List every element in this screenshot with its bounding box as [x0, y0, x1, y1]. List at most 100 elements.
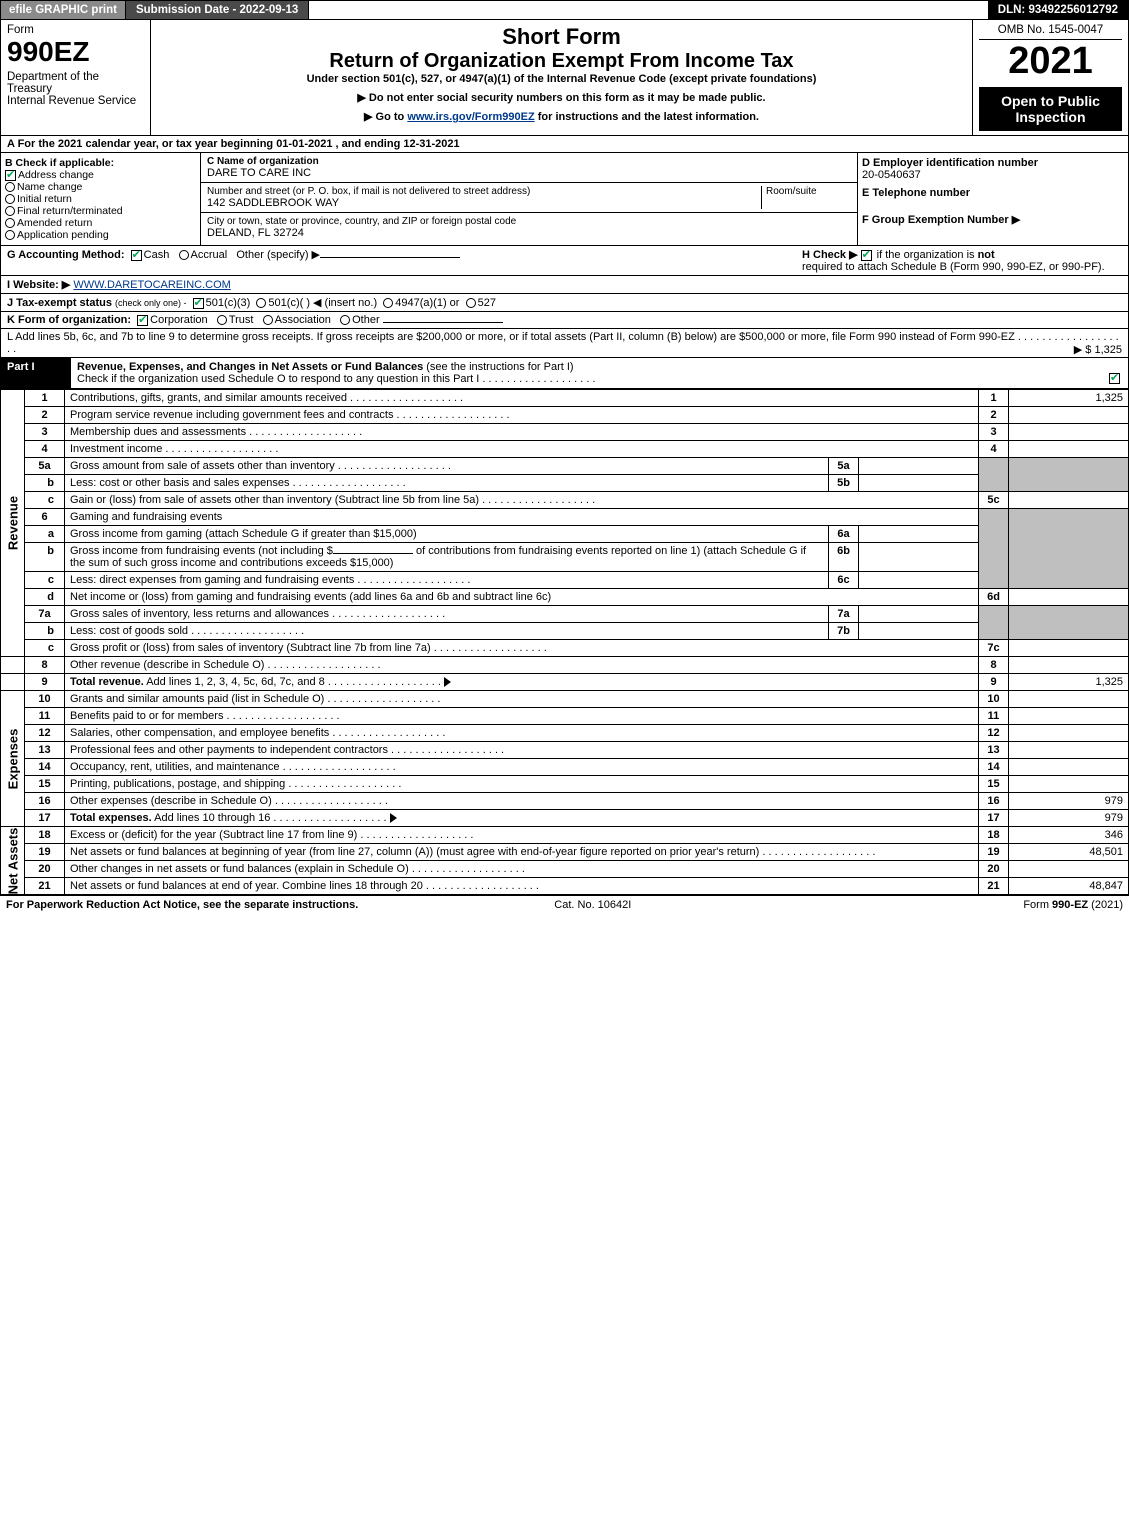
line5c-desc: Gain or (loss) from sale of assets other… [70, 494, 479, 506]
lbl-other-org: Other [352, 314, 380, 326]
footer-cat: Cat. No. 10642I [554, 899, 631, 911]
efile-print-button[interactable]: efile GRAPHIC print [1, 1, 126, 19]
line20-amt [1009, 861, 1129, 878]
e-phone-lbl: E Telephone number [862, 187, 1124, 199]
line-l: L Add lines 5b, 6c, and 7b to line 9 to … [0, 329, 1129, 358]
chk-name-change[interactable] [5, 182, 15, 192]
line12-amt [1009, 725, 1129, 742]
line21-desc: Net assets or fund balances at end of ye… [70, 880, 423, 892]
chk-cash[interactable] [131, 250, 142, 261]
footer: For Paperwork Reduction Act Notice, see … [0, 895, 1129, 914]
line4-desc: Investment income [70, 443, 162, 455]
chk-accrual[interactable] [179, 250, 189, 260]
line17-desc: Total expenses. [70, 812, 152, 824]
city-lbl: City or town, state or province, country… [207, 216, 851, 227]
c-name-lbl: C Name of organization [207, 156, 851, 167]
lbl-4947: 4947(a)(1) or [395, 297, 459, 309]
j-lbl: J Tax-exempt status [7, 297, 112, 309]
irs-link[interactable]: www.irs.gov/Form990EZ [407, 111, 534, 123]
g-lbl: G Accounting Method: [7, 249, 125, 261]
line6d-amt [1009, 589, 1129, 606]
website-link[interactable]: WWW.DARETOCAREINC.COM [73, 279, 230, 291]
chk-association[interactable] [263, 315, 273, 325]
j-note: (check only one) - [115, 298, 187, 308]
chk-501c3[interactable] [193, 298, 204, 309]
l-txt: L Add lines 5b, 6c, and 7b to line 9 to … [7, 331, 1015, 343]
goto-pre: ▶ Go to [364, 111, 407, 123]
dept: Department of the Treasury [7, 71, 144, 95]
arrow-icon [444, 677, 451, 687]
chk-amended-return[interactable] [5, 218, 15, 228]
chk-other-org[interactable] [340, 315, 350, 325]
lbl-501c3: 501(c)(3) [206, 297, 251, 309]
line10-amt [1009, 691, 1129, 708]
lbl-address-change: Address change [18, 169, 94, 181]
return-title: Return of Organization Exempt From Incom… [157, 50, 966, 73]
short-form: Short Form [157, 24, 966, 50]
part1-header: Part I Revenue, Expenses, and Changes in… [0, 358, 1129, 389]
line17-amt: 979 [1009, 810, 1129, 827]
line19-amt: 48,501 [1009, 844, 1129, 861]
line12-desc: Salaries, other compensation, and employ… [70, 727, 329, 739]
h-not: not [978, 249, 995, 261]
chk-corporation[interactable] [137, 315, 148, 326]
chk-schedule-o-part1[interactable] [1109, 373, 1120, 384]
k-lbl: K Form of organization: [7, 314, 131, 326]
dln: DLN: 93492256012792 [988, 1, 1128, 19]
ssn-note: ▶ Do not enter social security numbers o… [157, 91, 966, 104]
part1-label: Part I [1, 358, 71, 388]
part1-table: Revenue 1Contributions, gifts, grants, a… [0, 389, 1129, 895]
lbl-final-return: Final return/terminated [17, 205, 123, 217]
chk-4947[interactable] [383, 298, 393, 308]
chk-final-return[interactable] [5, 206, 15, 216]
h-lbl: H Check ▶ [802, 249, 858, 261]
chk-trust[interactable] [217, 315, 227, 325]
chk-initial-return[interactable] [5, 194, 15, 204]
line7b-desc: Less: cost of goods sold [70, 625, 188, 637]
line16-desc: Other expenses (describe in Schedule O) [70, 795, 272, 807]
lbl-other-method: Other (specify) ▶ [236, 249, 320, 261]
under-section: Under section 501(c), 527, or 4947(a)(1)… [157, 73, 966, 85]
line2-desc: Program service revenue including govern… [70, 409, 393, 421]
section-b-c-d: B Check if applicable: Address change Na… [0, 153, 1129, 246]
line6d-desc: Net income or (loss) from gaming and fun… [70, 591, 551, 603]
line7a-desc: Gross sales of inventory, less returns a… [70, 608, 329, 620]
line14-amt [1009, 759, 1129, 776]
lbl-527: 527 [478, 297, 496, 309]
col-c: C Name of organization DARE TO CARE INC … [201, 153, 858, 245]
line4-amt [1009, 441, 1129, 458]
line1-desc: Contributions, gifts, grants, and simila… [70, 392, 347, 404]
footer-left: For Paperwork Reduction Act Notice, see … [6, 899, 358, 911]
col-b: B Check if applicable: Address change Na… [1, 153, 201, 245]
form-word: Form [7, 24, 144, 36]
line5b-desc: Less: cost or other basis and sales expe… [70, 477, 290, 489]
chk-527[interactable] [466, 298, 476, 308]
submission-date: Submission Date - 2022-09-13 [126, 1, 309, 19]
line15-amt [1009, 776, 1129, 793]
line6a-desc: Gross income from gaming (attach Schedul… [70, 528, 417, 540]
form-header: Form 990EZ Department of the Treasury In… [0, 20, 1129, 136]
line-a: A For the 2021 calendar year, or tax yea… [0, 136, 1129, 153]
irs: Internal Revenue Service [7, 95, 144, 107]
chk-address-change[interactable] [5, 170, 16, 181]
line11-desc: Benefits paid to or for members [70, 710, 223, 722]
lbl-501c: 501(c)( ) ◀ (insert no.) [268, 297, 377, 309]
chk-schedule-b[interactable] [861, 250, 872, 261]
chk-application-pending[interactable] [5, 230, 15, 240]
chk-501c[interactable] [256, 298, 266, 308]
line20-desc: Other changes in net assets or fund bala… [70, 863, 409, 875]
city: DELAND, FL 32724 [207, 227, 851, 239]
line-i: I Website: ▶ WWW.DARETOCAREINC.COM [0, 276, 1129, 294]
part1-note: (see the instructions for Part I) [426, 361, 573, 373]
lbl-accrual: Accrual [191, 249, 228, 261]
line18-amt: 346 [1009, 827, 1129, 844]
col-d: D Employer identification number 20-0540… [858, 153, 1128, 245]
goto-post: for instructions and the latest informat… [535, 111, 759, 123]
line8-desc: Other revenue (describe in Schedule O) [70, 659, 264, 671]
line5a-desc: Gross amount from sale of assets other t… [70, 460, 335, 472]
line7c-desc: Gross profit or (loss) from sales of inv… [70, 642, 431, 654]
d-ein-lbl: D Employer identification number [862, 157, 1124, 169]
line-j: J Tax-exempt status (check only one) - 5… [0, 294, 1129, 312]
line16-amt: 979 [1009, 793, 1129, 810]
line19-desc: Net assets or fund balances at beginning… [70, 846, 759, 858]
